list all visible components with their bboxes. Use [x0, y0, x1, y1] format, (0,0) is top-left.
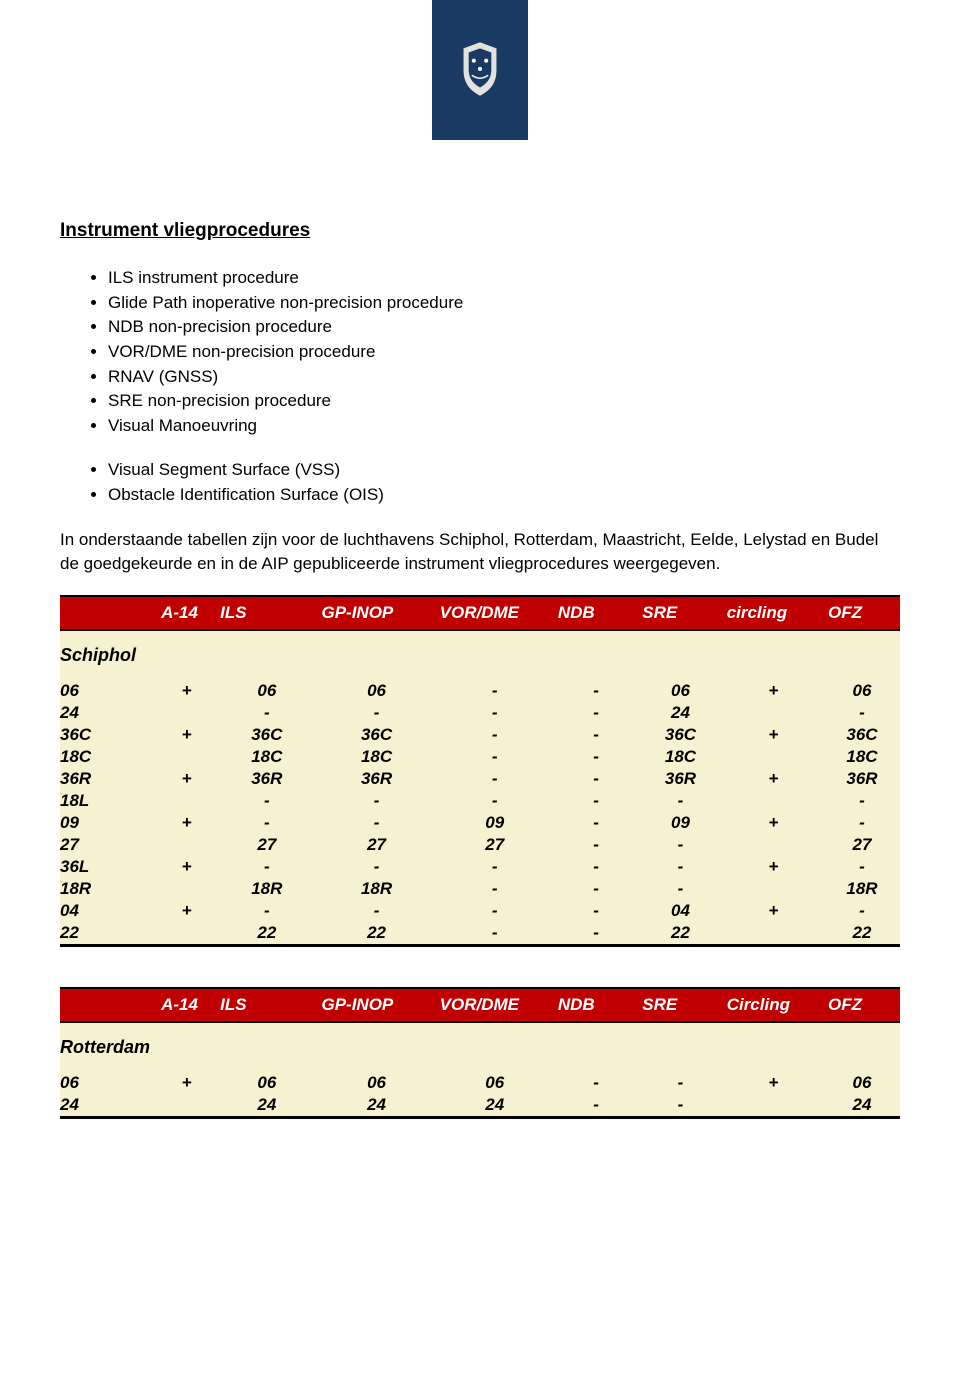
coat-of-arms-icon — [449, 34, 511, 106]
section-label: Rotterdam — [60, 1022, 900, 1072]
table-row: 09+--09-09+- — [60, 812, 900, 834]
table-row: 04+----04+- — [60, 900, 900, 922]
table-row: 24242424--24 — [60, 1094, 900, 1118]
header-cell: NDB — [554, 988, 638, 1022]
list-item: SRE non-precision procedure — [108, 389, 900, 414]
header-cell: A-14 — [157, 596, 216, 630]
procedure-list-1: ILS instrument procedure Glide Path inop… — [60, 266, 900, 438]
table-row: 24----24- — [60, 702, 900, 724]
table-header-row: A-14 ILS GP-INOP VOR/DME NDB SRE circlin… — [60, 596, 900, 630]
list-item: Visual Manoeuvring — [108, 414, 900, 439]
header-cell: GP-INOP — [317, 988, 435, 1022]
table-row: 36L+-----+- — [60, 856, 900, 878]
table-row: 18C18C18C--18C18C — [60, 746, 900, 768]
header-cell: A-14 — [157, 988, 216, 1022]
table-row: 06+0606--06+06 — [60, 680, 900, 702]
list-item: Glide Path inoperative non-precision pro… — [108, 291, 900, 316]
section-row: Schiphol — [60, 630, 900, 680]
list-item: Obstacle Identification Surface (OIS) — [108, 483, 900, 508]
header-cell: SRE — [638, 596, 722, 630]
header-cell: Circling — [723, 988, 824, 1022]
table-row: 06+060606--+06 — [60, 1072, 900, 1094]
table-row: 27272727--27 — [60, 834, 900, 856]
gov-crest — [432, 0, 528, 140]
list-item: VOR/DME non-precision procedure — [108, 340, 900, 365]
header-cell — [60, 596, 157, 630]
list-item: Visual Segment Surface (VSS) — [108, 458, 900, 483]
header-cell: ILS — [216, 988, 317, 1022]
header-cell: VOR/DME — [436, 988, 554, 1022]
procedure-list-2: Visual Segment Surface (VSS) Obstacle Id… — [60, 458, 900, 507]
table-header-row: A-14 ILS GP-INOP VOR/DME NDB SRE Circlin… — [60, 988, 900, 1022]
header-cell: SRE — [638, 988, 722, 1022]
rotterdam-table: A-14 ILS GP-INOP VOR/DME NDB SRE Circlin… — [60, 987, 900, 1119]
table-row: 18L------ — [60, 790, 900, 812]
header-cell: OFZ — [824, 988, 900, 1022]
list-item: RNAV (GNSS) — [108, 365, 900, 390]
header-cell — [60, 988, 157, 1022]
list-item: ILS instrument procedure — [108, 266, 900, 291]
header-cell: OFZ — [824, 596, 900, 630]
table-row: 36R+36R36R--36R+36R — [60, 768, 900, 790]
table-row: 222222--2222 — [60, 922, 900, 946]
schiphol-table: A-14 ILS GP-INOP VOR/DME NDB SRE circlin… — [60, 595, 900, 947]
header-cell: NDB — [554, 596, 638, 630]
table-row: 36C+36C36C--36C+36C — [60, 724, 900, 746]
list-item: NDB non-precision procedure — [108, 315, 900, 340]
section-row: Rotterdam — [60, 1022, 900, 1072]
intro-paragraph: In onderstaande tabellen zijn voor de lu… — [60, 528, 900, 576]
page-title: Instrument vliegprocedures — [60, 220, 900, 242]
header-cell: VOR/DME — [436, 596, 554, 630]
section-label: Schiphol — [60, 630, 900, 680]
header-cell: ILS — [216, 596, 317, 630]
header-cell: circling — [723, 596, 824, 630]
table-row: 18R18R18R---18R — [60, 878, 900, 900]
header-cell: GP-INOP — [317, 596, 435, 630]
